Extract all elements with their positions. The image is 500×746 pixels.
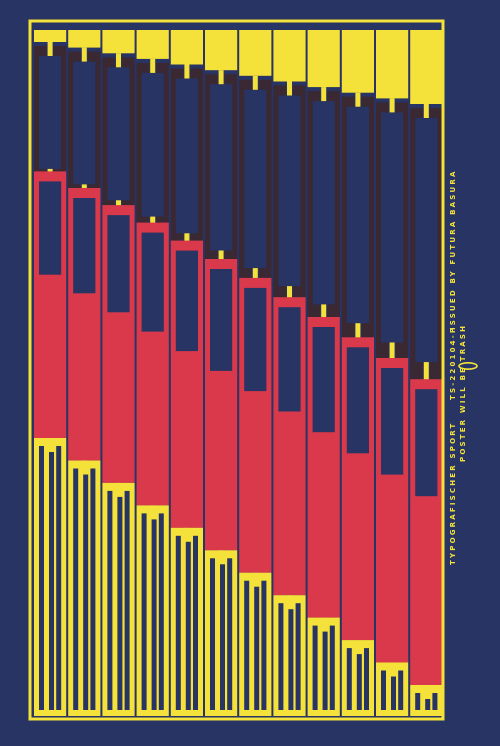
s-counter-top: [312, 101, 335, 305]
stem-gap-left: [175, 535, 181, 710]
stem-gap-left: [244, 580, 250, 710]
s-counter-top: [244, 89, 267, 269]
stem-gap-mid: [356, 654, 362, 710]
stem-gap-left: [381, 670, 386, 710]
t-crossbar: [136, 30, 169, 59]
t-crossbar: [170, 30, 203, 65]
stem-gap-right: [227, 558, 233, 710]
stem-gap-left: [107, 490, 113, 710]
s-counter-top: [39, 56, 62, 169]
stem-gap-mid: [220, 564, 225, 710]
stem-gap-right: [124, 490, 130, 710]
s-counter-bottom: [73, 198, 96, 294]
letter-columns: [34, 30, 443, 716]
t-crossbar: [102, 30, 135, 54]
s-counter-bottom: [381, 368, 404, 475]
stem-gap-mid: [322, 631, 328, 710]
stem-gap-mid: [49, 452, 54, 710]
s-counter-bottom: [415, 389, 438, 497]
stem-gap-right: [295, 603, 301, 710]
stem-gap-mid: [391, 676, 396, 710]
s-counter-top: [141, 72, 164, 217]
stem-gap-left: [346, 648, 352, 710]
t-crossbar: [341, 30, 374, 93]
t-crossbar: [205, 30, 238, 71]
s-counter-bottom: [244, 287, 267, 392]
s-counter-top: [346, 106, 369, 324]
stem-gap-left: [73, 468, 79, 710]
stem-gap-left: [415, 693, 421, 710]
stem-gap-left: [278, 603, 284, 710]
t-crossbar: [34, 30, 67, 42]
t-crossbar: [376, 30, 409, 99]
t-crossbar: [68, 30, 101, 48]
text-poster-will-be-trash: POSTER WILL BE TRASH: [459, 323, 467, 462]
text-typografischer-sport: TYPOGRAFISCHER SPORT: [449, 421, 457, 565]
s-counter-top: [415, 118, 438, 363]
stem-gap-mid: [288, 609, 294, 710]
t-crossbar: [239, 30, 272, 76]
s-counter-top: [107, 67, 130, 201]
stem-gap-left: [210, 558, 215, 710]
stem-gap-mid: [185, 541, 191, 710]
s-counter-bottom: [107, 215, 130, 313]
text-issued-by: ISSUED BY FUTURA BASURA: [449, 169, 457, 330]
stem-gap-mid: [117, 496, 123, 710]
t-crossbar: [273, 30, 306, 82]
s-counter-bottom: [346, 347, 369, 454]
s-counter-top: [381, 112, 404, 343]
s-counter-top: [210, 84, 233, 251]
stem-gap-mid: [83, 474, 89, 710]
ellipse-logo: [458, 361, 478, 370]
stem-gap-mid: [254, 586, 260, 710]
stem-gap-right: [432, 693, 438, 710]
s-counter-top: [73, 61, 96, 185]
stem-gap-left: [141, 513, 147, 710]
stem-gap-right: [329, 625, 335, 710]
s-counter-top: [278, 95, 301, 287]
stem-gap-mid: [425, 699, 431, 710]
s-counter-top: [175, 78, 198, 234]
stem-gap-right: [193, 535, 198, 710]
stem-gap-right: [56, 446, 62, 710]
s-counter-bottom: [278, 307, 301, 412]
s-counter-bottom: [312, 327, 335, 433]
s-counter-bottom: [141, 232, 164, 332]
stem-gap-mid: [151, 519, 157, 710]
s-counter-bottom: [210, 269, 233, 371]
t-crossbar: [410, 30, 443, 104]
s-counter-bottom: [175, 250, 198, 352]
t-crossbar: [307, 30, 340, 88]
stem-gap-right: [261, 580, 267, 710]
stem-gap-right: [398, 670, 404, 710]
yellow-frame: [28, 19, 445, 721]
stem-gap-left: [312, 625, 318, 710]
text-issue-code: TS-220104-P: [449, 325, 457, 400]
stem-gap-right: [158, 513, 164, 710]
s-counter-bottom: [39, 181, 62, 275]
stem-gap-right: [90, 468, 96, 710]
stem-gap-right: [364, 648, 369, 710]
stem-gap-left: [39, 446, 44, 710]
